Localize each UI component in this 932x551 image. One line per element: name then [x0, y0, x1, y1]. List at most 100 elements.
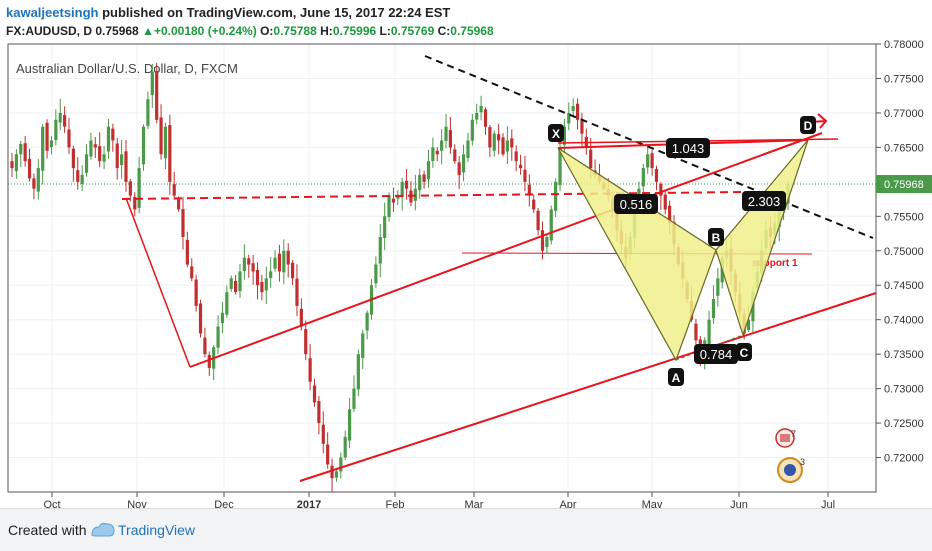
- candle-body: [124, 151, 128, 182]
- candle: [146, 91, 150, 130]
- candle: [580, 112, 584, 147]
- candle-body: [251, 263, 255, 272]
- candle-body: [141, 126, 146, 165]
- candle-body: [76, 170, 80, 182]
- candle-body: [286, 250, 290, 265]
- candle: [260, 274, 264, 301]
- candle-body: [229, 278, 233, 289]
- candle-body: [540, 230, 545, 251]
- candle-body: [295, 278, 299, 306]
- candle: [404, 168, 409, 200]
- price-change: +0.00180 (+0.24%): [153, 24, 257, 38]
- candle-body: [238, 271, 242, 292]
- candle-body: [308, 358, 312, 382]
- candle: [282, 239, 286, 285]
- x-tick-label: Jul: [821, 499, 835, 508]
- candle-body: [277, 253, 282, 272]
- candle-body: [716, 278, 720, 296]
- candle: [295, 264, 299, 317]
- candle-body: [273, 257, 277, 269]
- candle: [387, 192, 391, 222]
- candle: [286, 243, 290, 278]
- candle: [514, 145, 518, 171]
- candle: [67, 117, 71, 154]
- pattern-point-c: C: [736, 343, 752, 361]
- ratio-badge: [666, 138, 710, 158]
- candle: [694, 318, 698, 350]
- ratio-label: 0.516: [614, 194, 658, 214]
- candle: [317, 396, 321, 435]
- candle: [361, 329, 365, 370]
- candle-body: [63, 115, 67, 127]
- candle: [518, 154, 523, 175]
- candle: [479, 95, 483, 121]
- candle: [194, 274, 198, 312]
- plot-frame: [7, 43, 877, 493]
- author-name[interactable]: kawaljeetsingh: [6, 5, 99, 20]
- candle: [115, 138, 119, 180]
- y-tick-label: 0.77000: [884, 108, 924, 120]
- event-flag: [784, 464, 796, 476]
- ratio-label: 0.784: [694, 344, 738, 364]
- candle-body: [435, 150, 439, 155]
- candle-body: [532, 199, 536, 210]
- candle: [242, 244, 246, 280]
- tradingview-brand[interactable]: TradingView: [118, 522, 196, 538]
- candle: [391, 187, 396, 212]
- candle: [571, 98, 575, 117]
- candle: [89, 132, 93, 160]
- candle-body: [41, 126, 45, 171]
- candle: [264, 266, 268, 304]
- candle: [71, 145, 75, 182]
- point-label: C: [740, 346, 749, 360]
- candle: [457, 156, 461, 190]
- event-markers: 73: [775, 428, 805, 483]
- candle: [27, 148, 32, 182]
- candle: [308, 344, 312, 391]
- candle: [400, 177, 404, 211]
- point-label: A: [672, 371, 681, 385]
- candle: [41, 124, 45, 185]
- candle-body: [269, 271, 273, 278]
- candle-body: [159, 117, 163, 155]
- candle-body: [746, 319, 751, 330]
- candle: [466, 132, 470, 162]
- candle-body: [505, 140, 510, 152]
- price-chart[interactable]: Australian Dollar/U.S. Dollar, D, FXCM s…: [0, 0, 932, 508]
- candle: [536, 208, 540, 236]
- candle: [383, 202, 387, 250]
- candle: [374, 256, 378, 289]
- candle: [58, 98, 62, 131]
- candle: [247, 254, 251, 278]
- candle: [347, 398, 352, 449]
- candle-body: [470, 119, 474, 141]
- low-value: 0.75769: [390, 24, 435, 38]
- candle-body: [58, 112, 62, 123]
- candle: [120, 140, 124, 179]
- candle: [510, 129, 514, 161]
- candle-body: [466, 140, 470, 158]
- candle-body: [659, 184, 663, 196]
- support-label: support 1: [752, 258, 798, 269]
- chart-title: Australian Dollar/U.S. Dollar, D, FXCM: [16, 61, 238, 76]
- tradingview-logo-icon[interactable]: [90, 521, 116, 544]
- last-price: 0.75968: [95, 24, 139, 38]
- candle-body: [181, 209, 185, 237]
- candle-body: [203, 337, 207, 355]
- candle: [304, 320, 308, 361]
- candle: [233, 275, 238, 295]
- candle: [14, 149, 18, 179]
- candle: [190, 258, 194, 282]
- price-axis: 0.780000.775000.770000.765000.760000.755…: [876, 39, 932, 465]
- pattern-point-x: X: [548, 124, 564, 142]
- candle: [483, 107, 488, 135]
- candle-body: [510, 138, 514, 148]
- candle-body: [242, 257, 246, 272]
- candle-body: [422, 174, 426, 182]
- candle: [505, 126, 510, 165]
- candle: [159, 104, 163, 160]
- candle: [663, 189, 667, 215]
- candle: [216, 315, 220, 354]
- candle-body: [299, 308, 303, 327]
- candle: [326, 432, 330, 469]
